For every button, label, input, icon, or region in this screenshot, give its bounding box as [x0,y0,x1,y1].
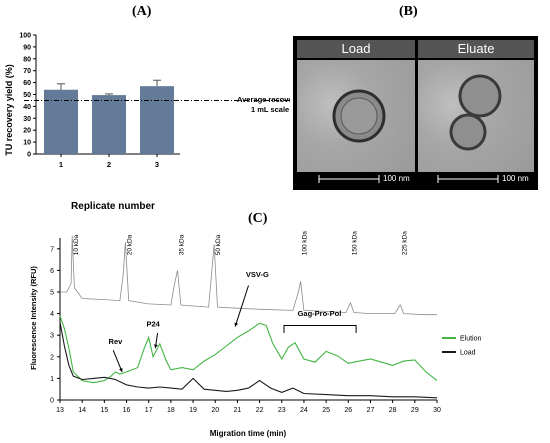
y-tick-label: 20 [23,128,31,135]
x-tick-label: 1 [59,160,63,169]
em-eluate-image: Eluate 100 nm [418,40,534,186]
bar [92,95,126,154]
legend-label: Load [460,350,476,357]
average-recovery-scale-label: 1 mL scale [251,105,289,114]
x-tick-label: 22 [256,407,264,414]
y-tick-label: 4 [50,311,54,318]
annotation-rev: Rev [109,337,124,346]
y-tick-label: 100 [19,33,31,40]
y-tick-label: 7 [50,246,54,253]
x-tick-label: 23 [278,407,286,414]
x-tick-label: 28 [389,407,397,414]
annotation-arrow [112,350,123,373]
panel-b-label: (B) [399,4,418,19]
y-axis-title: Fluorescence Intensity (RFU) [29,266,38,370]
annotation-gag-pro-pol: Gag-Pro-Pol [298,309,342,318]
em-load-header: Load [297,40,415,58]
annotation-arrowhead [153,344,158,349]
x-tick-label: 24 [300,407,308,414]
panel-c-label: (C) [248,211,268,226]
y-tick-label: 3 [50,333,54,340]
y-tick-label: 6 [50,268,54,275]
ladder-labels: 10 kDa 20 kDa 35 kDa 50 kDa 100 kDa 150 kDa 22… [73,231,408,256]
x-tick-label: 14 [78,407,86,414]
eluate-micrograph [418,60,534,172]
x-tick-label: 2 [107,160,111,169]
em-image-panel: Load 100 nm Eluate [293,36,538,190]
recovery-bar-chart: 0 10 20 30 40 50 60 70 80 90 100 1 2 3 Average recov… [4,33,290,212]
x-tick-label: 13 [56,407,64,414]
y-tick-label: 0 [50,398,54,405]
y-tick-label: 80 [23,56,31,63]
ladder-label: 225 kDa [401,231,408,256]
ladder-label: 35 kDa [179,234,186,255]
annotation-arrow [234,285,249,327]
bar [140,86,174,154]
annotation-bracket [283,325,357,333]
load-scale-bar: 100 nm [297,172,415,186]
ladder-label: 100 kDa [302,231,309,256]
x-tick-label: 15 [100,407,108,414]
x-tick-label: 20 [211,407,219,414]
load-scale-label: 100 nm [383,174,410,183]
ladder-label: 10 kDa [73,234,80,255]
x-tick-label: 27 [367,407,375,414]
x-tick-label: 29 [411,407,419,414]
x-axis-title: Replicate number [71,201,155,212]
y-tick-label: 40 [23,104,31,111]
x-tick-label: 30 [433,407,441,414]
x-tick-label: 19 [189,407,197,414]
y-tick-label: 0 [27,152,31,159]
series-line [59,322,438,399]
y-axis-title: TU recovery yield (%) [4,64,14,156]
annotation-p24: P24 [146,320,160,329]
y-tick-label: 70 [23,68,31,75]
average-recovery-label: Average recovery [237,95,290,104]
annotation-arrowhead [234,322,239,327]
em-eluate-header: Eluate [418,40,534,58]
panel-a-label: (A) [132,4,152,19]
x-axis-title: Migration time (min) [210,429,287,438]
x-tick-label: 17 [145,407,153,414]
eluate-scale-bar: 100 nm [418,172,534,186]
series-line [59,315,438,384]
legend-label: Elution [460,336,482,343]
y-tick-label: 30 [23,116,31,123]
ladder-label: 50 kDa [215,234,222,255]
x-tick-label: 21 [234,407,242,414]
ladder-label: 20 kDa [126,234,133,255]
bars: 1 2 3 [44,79,174,169]
y-tick-label: 2 [50,354,54,361]
y-tick-label: 1 [50,376,54,383]
y-tick-label: 60 [23,80,31,87]
x-tick-label: 26 [344,407,352,414]
x-tick-label: 18 [167,407,175,414]
y-tick-label: 50 [23,92,31,99]
legend: Elution Load [442,336,482,357]
load-micrograph [297,60,415,172]
series-line [60,235,437,316]
peak-annotations: Rev P24 VSV-G Gag-Pro-Pol [109,270,357,373]
em-load-image: Load 100 nm [297,40,415,186]
trace-lines [59,235,438,399]
x-tick-label: 25 [322,407,330,414]
bar [44,89,78,154]
ladder-label: 150 kDa [352,231,359,256]
annotation-arrowhead [118,367,123,372]
y-tick-label: 5 [50,290,54,297]
x-tick-label: 16 [123,407,131,414]
y-tick-label: 90 [23,44,31,51]
annotation-vsvg: VSV-G [246,270,269,279]
y-tick-label: 10 [23,140,31,147]
eluate-scale-label: 100 nm [502,174,529,183]
x-tick-label: 3 [155,160,159,169]
